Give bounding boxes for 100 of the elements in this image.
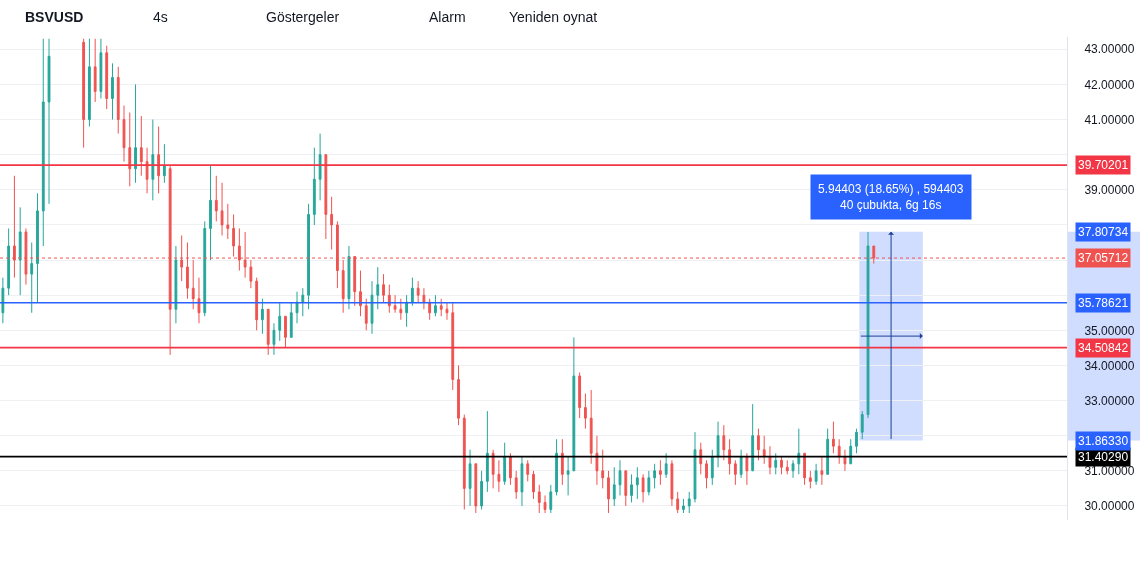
candlestick [445, 301, 449, 321]
candlestick [284, 315, 287, 349]
candlestick [462, 414, 466, 510]
candlestick [87, 38, 91, 128]
candlestick [36, 192, 39, 303]
candlestick [266, 308, 270, 356]
candlestick [584, 393, 587, 430]
candlestick [509, 452, 512, 486]
candlestick [670, 459, 674, 507]
candlestick [745, 452, 749, 486]
candlestick [30, 241, 34, 314]
candlestick [347, 245, 351, 310]
y-tick-label: 35.00000 [1084, 323, 1135, 338]
candlestick [330, 196, 334, 251]
candlestick [537, 484, 541, 514]
candlestick [658, 459, 662, 486]
candlestick [272, 322, 276, 356]
candlestick [105, 45, 109, 110]
candlestick [578, 371, 582, 419]
candlestick [468, 449, 472, 507]
candlestick [232, 213, 235, 258]
candlestick [866, 231, 870, 419]
candlestick [255, 277, 259, 331]
candlestick [820, 456, 824, 486]
candlestick [808, 470, 812, 489]
candlestick [422, 287, 426, 310]
candlestick [647, 470, 651, 496]
candlestick [774, 452, 778, 475]
candlestick [312, 147, 316, 226]
candlestick [682, 498, 685, 514]
candlestick [111, 62, 114, 121]
candlestick [791, 459, 795, 479]
candlestick [295, 291, 299, 324]
candlestick [7, 227, 11, 296]
candlestick [630, 473, 633, 503]
candlestick [497, 459, 501, 493]
candlestick [797, 428, 801, 475]
candlestick [503, 442, 507, 486]
candlestick [474, 463, 478, 514]
ref-line-label: 34.50842 [1078, 341, 1129, 355]
candlestick [410, 277, 414, 307]
candlestick [359, 270, 362, 317]
candlestick [162, 143, 166, 184]
candlestick [1, 277, 5, 324]
candlestick [439, 298, 443, 317]
candlestick [376, 266, 380, 310]
ref-line-label: 31.40290 [1078, 450, 1129, 464]
candlestick [157, 126, 161, 194]
candlestick [607, 470, 610, 514]
candlestick [751, 403, 755, 472]
candlestick [139, 115, 143, 177]
candlestick [318, 133, 322, 201]
candlestick [722, 424, 726, 461]
candlestick [768, 445, 772, 475]
candlestick [134, 83, 137, 184]
candlestick [301, 287, 305, 317]
candlestick [364, 298, 368, 331]
candlestick [145, 147, 149, 194]
candlestick [532, 470, 535, 500]
candlestick [739, 449, 743, 479]
candlestick [555, 438, 558, 496]
candlestick [41, 38, 45, 247]
candlestick [855, 428, 858, 454]
candlestick [762, 435, 766, 465]
candlestick [151, 119, 155, 201]
candlestick [370, 280, 374, 335]
candlestick [589, 389, 593, 465]
candlestick [416, 280, 420, 303]
candlestick [307, 203, 310, 310]
candlestick [716, 421, 720, 468]
candlestick [399, 298, 403, 321]
candlestick [860, 410, 864, 440]
candlestick [635, 466, 639, 500]
candlestick [728, 438, 732, 475]
candlestick [526, 459, 530, 482]
candlestick [116, 66, 120, 135]
y-tick-label: 33.00000 [1084, 393, 1135, 408]
candlestick [687, 491, 691, 514]
candlestick [699, 442, 703, 475]
y-tick-label: 42.00000 [1084, 77, 1135, 92]
text: Göstergeler [266, 9, 340, 25]
y-tick-label: 39.00000 [1084, 183, 1135, 197]
text: 37.80734 [1078, 225, 1129, 239]
candlestick [785, 459, 789, 475]
candlestick [572, 336, 576, 472]
candlestick [18, 206, 22, 296]
candlestick [203, 220, 207, 317]
candlestick [451, 301, 455, 391]
candlestick [653, 463, 657, 489]
ref-line-label: 37.05712 [1078, 251, 1129, 265]
candlestick [405, 294, 409, 328]
text: Yeniden oynat [509, 9, 598, 25]
ref-line-label: 35.78621 [1078, 296, 1129, 310]
y-tick-label: 34.00000 [1084, 358, 1135, 373]
candlestick [480, 470, 483, 510]
candlestick [382, 273, 385, 303]
candlestick [209, 164, 212, 261]
candlestick [99, 38, 103, 99]
text: 31.86330 [1078, 434, 1129, 448]
candlestick [278, 301, 282, 342]
